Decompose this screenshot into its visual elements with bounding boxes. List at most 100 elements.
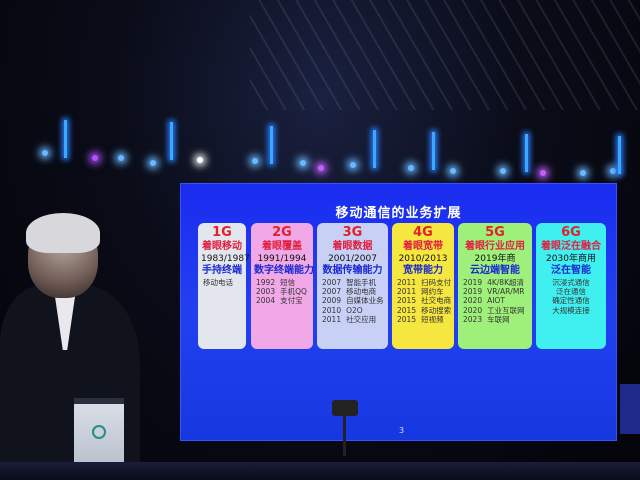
focus-label: 着眼宽带 [403,241,443,253]
focus-label: 着眼数据 [332,241,373,253]
event-item: 2003 手机QQ [254,287,310,296]
event-text: 大规模连接 [552,305,590,315]
years-label: 2001/2007 [328,253,377,264]
years-label: 2010/2013 [398,253,448,264]
card-4g: 4G 着眼宽带 2010/2013 宽带能力 2011 扫码支付 2011 网约车 201… [392,223,454,349]
event-text: 社交电商 [421,296,452,306]
event-text: 车联网 [487,315,510,324]
event-year: 2010 [322,305,342,315]
slide-page-number: 3 [399,426,405,435]
focus-label: 着眼覆盖 [262,241,302,253]
stage-light [252,158,258,164]
slide-title: 移动通信的业务扩展 [335,206,462,221]
event-year: 2023 [463,315,483,324]
card-5g: 5G 着眼行业应用 2019年商 云边端智能 2019 4K/8K超清 2019 VR/… [458,223,532,349]
event-item: 2007 移动电商 [320,287,385,296]
event-item: 1992 短信 [254,278,310,287]
generation-label: 4G [413,225,433,240]
event-item: 2007 智能手机 [320,278,385,287]
event-item: 沉浸式通信 [539,278,603,287]
event-item: 2020 AIOT [461,296,529,305]
event-item: 2010 O2O [320,306,385,315]
stage-light [450,168,456,174]
event-item: 2019 VR/AR/MR [461,287,529,296]
event-text: 沉浸式通信 [552,277,590,287]
event-text: 手机QQ [280,286,307,296]
event-text: 网约车 [421,286,444,296]
event-year: 2015 [397,305,417,315]
event-text: 确定性通信 [552,296,590,306]
stage-light [580,170,586,176]
event-item: 泛在通信 [539,287,603,296]
presentation-screen: 移动通信的业务扩展 1G 着眼移动 1983/1987 手持终端 移动电话 2G 着… [180,183,617,441]
years-label: 2019年商 [474,253,516,264]
stage-light [42,150,48,156]
card-2g: 2G 着眼覆盖 1991/1994 数字终端能力 1992 短信 2003 手机QQ 20… [251,223,314,349]
event-text: 泛在通信 [556,286,586,296]
stage-light [610,168,616,174]
china-mobile-logo-icon [92,425,106,439]
event-text: 移动电话 [203,277,233,287]
side-screen [620,384,640,434]
capability-label: 泛在智能 [551,265,591,276]
light-beam [618,136,621,174]
capability-label: 数字终端能力 [254,265,314,276]
event-year: 2015 [397,296,417,306]
event-year: 2011 [322,315,342,324]
event-item: 2009 自媒体业务 [320,296,385,305]
stage-light [350,162,356,168]
focus-label: 着眼移动 [202,241,242,253]
stage-light [300,160,306,166]
event-year: 2015 [397,315,417,324]
event-item: 移动电话 [201,278,243,287]
event-item: 2015 移动搜索 [395,306,451,315]
event-text: 社交应用 [346,315,377,324]
capability-label: 手持终端 [202,265,242,276]
event-item: 2023 车联网 [461,315,529,324]
event-item: 2015 社交电商 [395,296,451,305]
generation-label: 6G [561,225,581,240]
event-text: O2O [346,305,363,315]
lighting-truss [250,0,640,110]
capability-label: 数据传输能力 [322,265,383,276]
stage-light [540,170,546,176]
event-item: 2011 扫码支付 [395,278,451,287]
years-label: 1991/1994 [257,253,307,264]
event-year: 2019 [463,277,483,287]
speaker-hair [26,213,100,253]
tripod [343,416,346,456]
stage-light [500,168,506,174]
generation-label: 1G [212,225,232,240]
generation-label: 2G [272,225,292,240]
event-item: 确定性通信 [539,296,603,305]
event-item: 2004 支付宝 [254,296,310,305]
generation-label: 5G [485,225,505,240]
capability-label: 云边端智能 [470,265,520,276]
event-year: 2011 [397,286,417,296]
event-text: 支付宝 [280,296,303,306]
stage-light [118,155,124,161]
light-beam [64,120,67,158]
card-3g: 3G 着眼数据 2001/2007 数据传输能力 2007 智能手机 2007 移动电商… [317,223,388,349]
light-beam [525,134,528,172]
light-beam [432,132,435,170]
event-text: VR/AR/MR [487,286,525,296]
light-beam [270,126,273,164]
light-beam [373,130,376,168]
stage-floor [0,462,640,480]
event-year: 2003 [256,286,276,296]
event-text: AIOT [487,296,505,306]
card-1g: 1G 着眼移动 1983/1987 手持终端 移动电话 [198,223,250,349]
event-year: 2020 [463,305,483,315]
event-year: 2007 [322,286,342,296]
event-year: 2011 [397,277,417,287]
event-year: 2019 [463,286,483,296]
event-text: 短视频 [421,315,444,324]
event-item: 2011 社交应用 [320,315,385,324]
generation-label: 3G [342,225,363,240]
event-item: 2011 网约车 [395,287,451,296]
event-item: 2019 4K/8K超清 [461,278,529,287]
event-year: 2020 [463,296,483,306]
event-item: 大规模连接 [539,306,603,315]
years-label: 1983/1987 [201,253,250,264]
